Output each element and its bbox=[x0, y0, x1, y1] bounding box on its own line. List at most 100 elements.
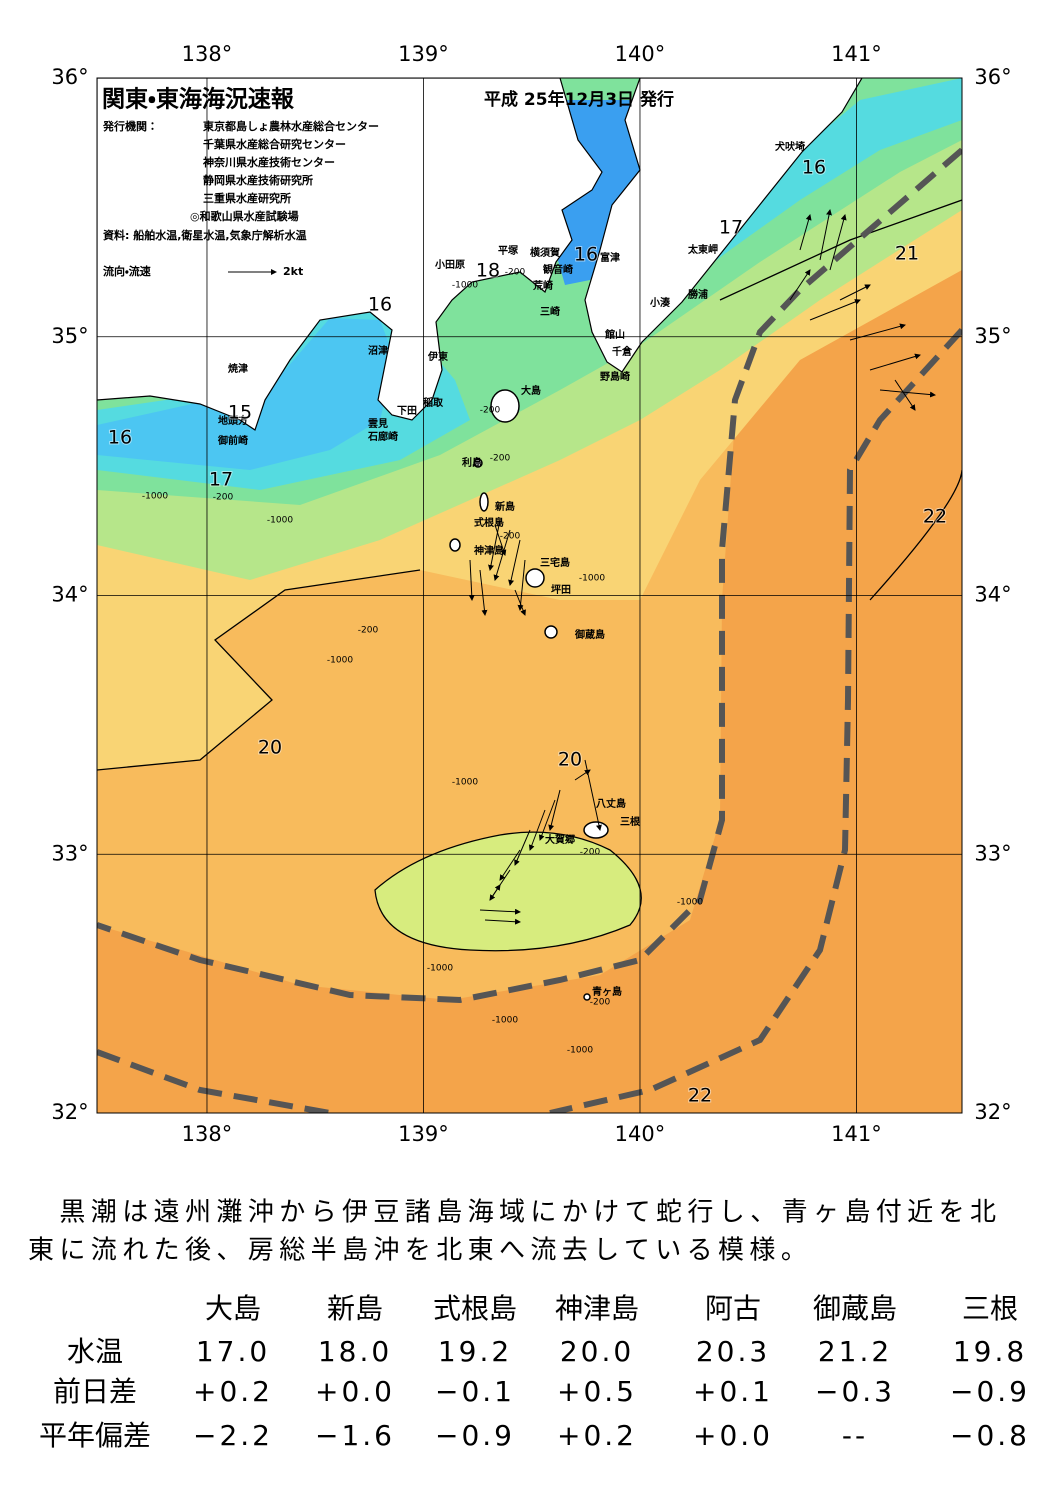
isotherm-label: 16 bbox=[802, 157, 826, 179]
place-name: 御蔵島 bbox=[574, 628, 605, 641]
current-arrow bbox=[468, 559, 475, 601]
depth-label: -200 bbox=[480, 406, 501, 416]
place-name: 小湊 bbox=[649, 296, 671, 309]
place-name: 太東岬 bbox=[687, 243, 718, 256]
lat-label: 32° bbox=[51, 1100, 88, 1124]
depth-label: -1000 bbox=[267, 516, 293, 526]
legend-label: 流向・流速 bbox=[103, 264, 151, 278]
lon-label: 141° bbox=[831, 1122, 882, 1146]
depth-label: -200 bbox=[500, 532, 521, 542]
summary-line: 東に流れた後、房総半島沖を北東へ流去している模様。 bbox=[28, 1236, 812, 1266]
place-name: 伊東 bbox=[427, 350, 448, 363]
isotherm-label: 21 bbox=[895, 243, 919, 265]
current-arrow bbox=[849, 323, 906, 341]
place-name: 犬吠埼 bbox=[775, 140, 805, 153]
table-header: 式根島 bbox=[433, 1292, 517, 1325]
current-arrow bbox=[499, 849, 521, 881]
kuroshio-line bbox=[549, 327, 962, 1113]
place-name: 雲見 bbox=[368, 418, 388, 430]
current-arrow bbox=[508, 539, 521, 586]
depth-label: -1000 bbox=[579, 574, 605, 584]
place-name: 石廊崎 bbox=[367, 430, 398, 443]
lon-label: 140° bbox=[615, 42, 666, 66]
current-arrow bbox=[517, 559, 526, 611]
current-arrow bbox=[799, 214, 812, 251]
lon-label: 141° bbox=[831, 42, 882, 66]
lon-label: 138° bbox=[182, 42, 233, 66]
place-name: 荒崎 bbox=[532, 279, 553, 292]
depth-label: -200 bbox=[590, 998, 611, 1008]
isotherm-label: 16 bbox=[368, 294, 392, 316]
table-cell: 20.3 bbox=[696, 1335, 770, 1368]
table-header: 大島 bbox=[205, 1292, 261, 1325]
kuroshio-line bbox=[97, 147, 962, 1004]
table-cell: −0.9 bbox=[950, 1375, 1030, 1408]
place-name: 八丈島 bbox=[596, 797, 626, 810]
place-name: 稲取 bbox=[423, 396, 444, 409]
issuer: 静岡県水産技術研究所 bbox=[203, 173, 313, 187]
sea-zone bbox=[690, 78, 962, 280]
lat-label: 35° bbox=[974, 324, 1011, 348]
current-arrow bbox=[489, 884, 501, 901]
place-name: 三崎 bbox=[540, 305, 560, 318]
table-cell: 19.8 bbox=[953, 1335, 1027, 1368]
current-arrow bbox=[894, 379, 916, 411]
place-name: 神津島 bbox=[473, 544, 504, 557]
current-arrow bbox=[584, 759, 602, 831]
land-honshu bbox=[97, 78, 603, 431]
issue-date: 平成 25年12月3日 発行 bbox=[484, 89, 674, 110]
table-header: 三根 bbox=[962, 1292, 1018, 1325]
isotherm-label: 17 bbox=[209, 469, 233, 491]
table-header: 新島 bbox=[327, 1292, 383, 1325]
island bbox=[490, 389, 520, 423]
land-boso bbox=[584, 78, 863, 373]
table-cell: −0.1 bbox=[435, 1375, 515, 1408]
table-cell: 21.2 bbox=[818, 1335, 892, 1368]
lat-label: 32° bbox=[974, 1100, 1011, 1124]
table-cell: +0.0 bbox=[315, 1375, 395, 1408]
isotherm-label: 15 bbox=[228, 402, 252, 424]
lat-label: 36° bbox=[974, 65, 1011, 89]
table-cell: −0.9 bbox=[435, 1419, 515, 1452]
contour bbox=[374, 831, 642, 952]
sea-zone bbox=[375, 832, 642, 951]
place-name: 大賀郷 bbox=[545, 833, 575, 846]
lat-label: 33° bbox=[974, 841, 1011, 865]
current-arrow bbox=[538, 799, 556, 841]
lat-label: 34° bbox=[51, 583, 88, 607]
island bbox=[583, 821, 609, 839]
isotherm-label: 22 bbox=[688, 1085, 712, 1107]
table-cell: +0.0 bbox=[693, 1419, 773, 1452]
table-cell: 19.2 bbox=[438, 1335, 512, 1368]
island bbox=[544, 625, 558, 639]
place-name: 坪田 bbox=[551, 583, 571, 596]
kuroshio-line bbox=[97, 1049, 331, 1113]
current-arrow bbox=[479, 569, 488, 616]
table-cell: −0.3 bbox=[815, 1375, 895, 1408]
island bbox=[449, 538, 461, 552]
source: 資料: 船舶水温,衛星水温,気象庁解析水温 bbox=[103, 228, 307, 242]
island bbox=[525, 568, 545, 588]
place-name: 横須賀 bbox=[530, 246, 560, 259]
table-cell: -- bbox=[842, 1419, 868, 1452]
isotherm-label: 20 bbox=[558, 749, 582, 771]
current-arrow bbox=[494, 524, 507, 556]
lon-label: 140° bbox=[615, 1122, 666, 1146]
place-name: 沼津 bbox=[368, 344, 388, 357]
depth-label: -1000 bbox=[452, 778, 478, 788]
lon-label: 138° bbox=[182, 1122, 233, 1146]
depth-label: -200 bbox=[213, 493, 234, 503]
lat-label: 35° bbox=[51, 324, 88, 348]
map-frame bbox=[96, 77, 963, 1114]
depth-label: -1000 bbox=[452, 281, 478, 291]
lon-label: 139° bbox=[398, 1122, 449, 1146]
place-name: 焼津 bbox=[228, 362, 248, 375]
issuer: 千葉県水産総合研究センター bbox=[203, 137, 346, 151]
current-arrow bbox=[819, 209, 832, 261]
table-header: 御蔵島 bbox=[813, 1292, 897, 1325]
current-arrow bbox=[869, 353, 921, 371]
lat-label: 34° bbox=[974, 583, 1011, 607]
table-header: 阿古 bbox=[705, 1292, 761, 1325]
text-blocks: 東京都島しょ農林水産総合センター千葉県水産総合研究センター神奈川県水産技術センタ… bbox=[28, 119, 1030, 1452]
